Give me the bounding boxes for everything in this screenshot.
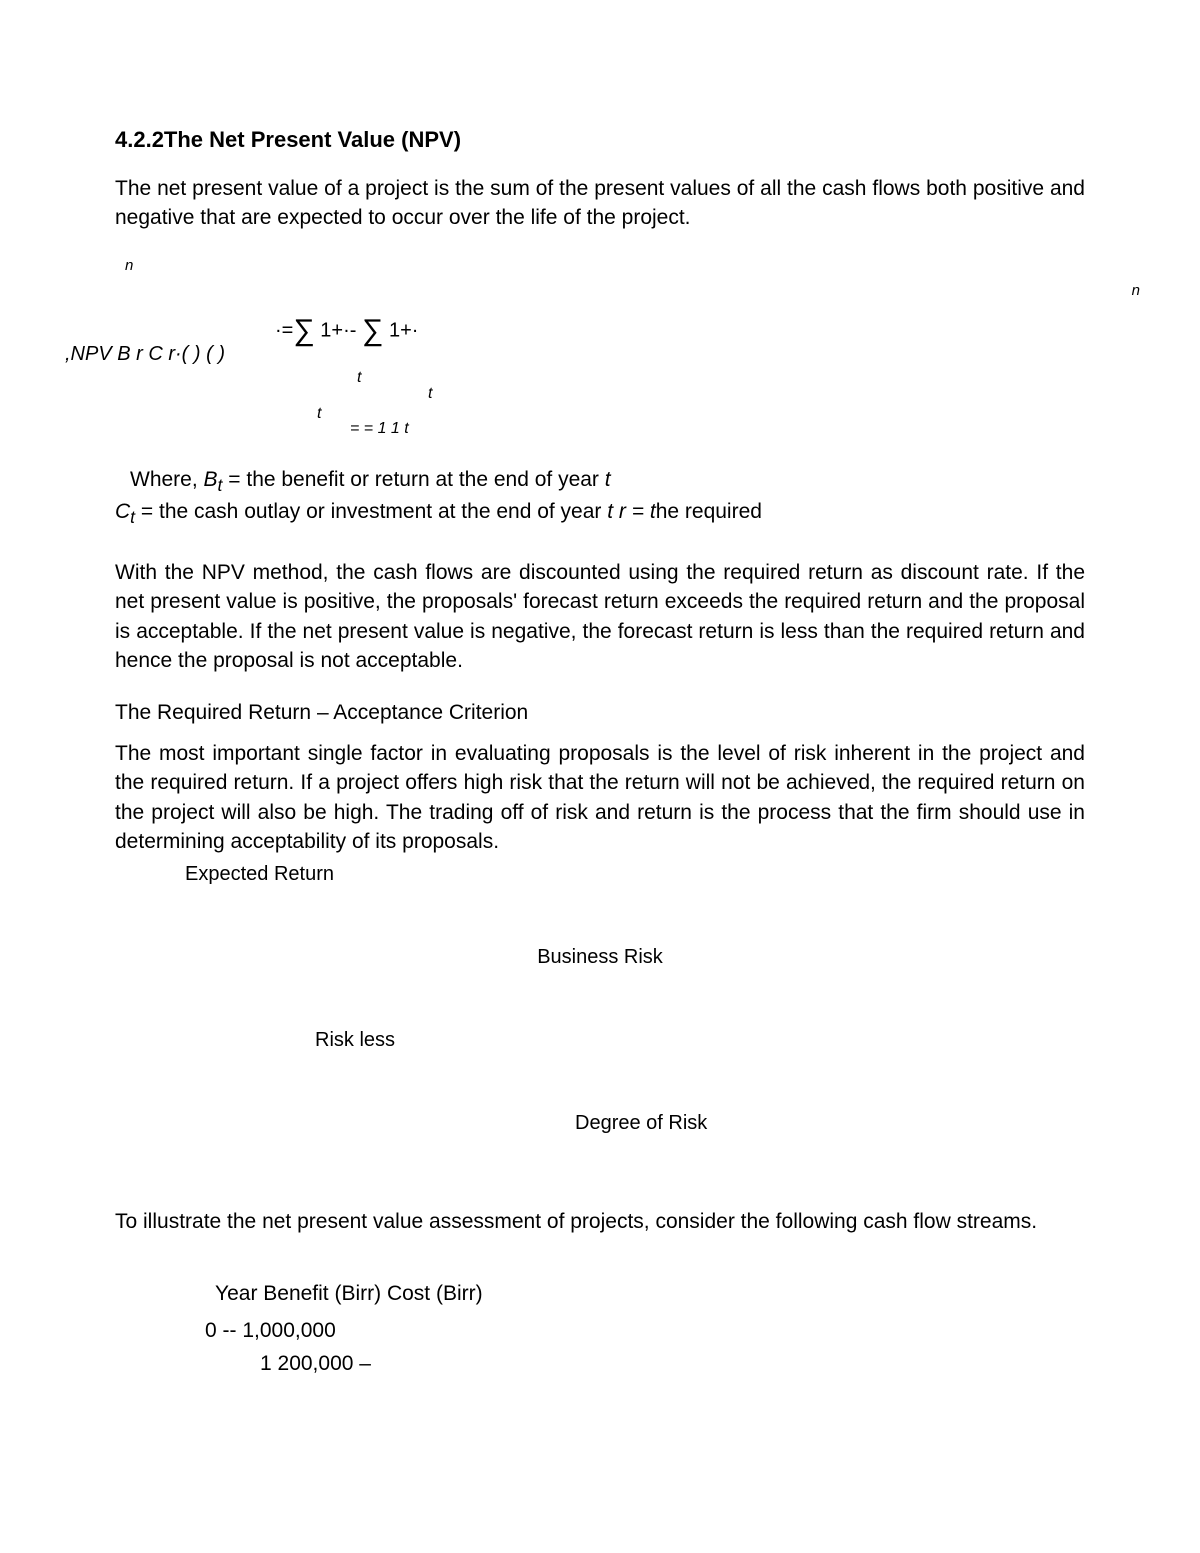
paragraph-intro: The net present value of a project is th…: [115, 174, 1085, 233]
where-mid-2: = the cash outlay or investment at the e…: [135, 500, 607, 523]
paragraph-illustrate: To illustrate the net present value asse…: [115, 1207, 1085, 1236]
where-r: r = t: [613, 500, 656, 523]
formula-sum: ·=∑ 1+·- ∑ 1+·: [275, 310, 418, 352]
where-ct: C: [115, 500, 130, 523]
formula-eq: = = 1 1 t: [350, 418, 409, 440]
formula-sum-prefix: ·=: [275, 319, 293, 341]
label-risk-less: Risk less: [315, 1026, 1085, 1054]
label-business-risk: Business Risk: [115, 943, 1085, 971]
where-block: Where, Bt = the benefit or return at the…: [115, 465, 1085, 530]
table-header: Year Benefit (Birr) Cost (Birr): [215, 1279, 1085, 1308]
sigma-icon-2: ∑: [362, 310, 383, 352]
where-line-1: Where, Bt = the benefit or return at the…: [130, 465, 1085, 498]
formula-n-left: n: [125, 255, 133, 276]
formula-one-plus-2: 1+·: [389, 319, 418, 341]
where-t-1: t: [605, 468, 611, 491]
where-end: he required: [656, 500, 762, 523]
formula-block: n n ,NPV B r C r·( ) ( ) ·=∑ 1+·- ∑ 1+· …: [65, 255, 1085, 455]
formula-main: ,NPV B r C r·( ) ( ): [65, 340, 225, 368]
where-prefix: Where,: [130, 468, 204, 491]
formula-t-3: t: [317, 403, 321, 425]
table-row-0: 0 -- 1,000,000: [205, 1316, 1085, 1345]
where-mid-1: = the benefit or return at the end of ye…: [222, 468, 604, 491]
formula-n-right: n: [1132, 280, 1140, 301]
paragraph-required-return: The most important single factor in eval…: [115, 739, 1085, 857]
formula-one-plus-1: 1+·: [320, 319, 349, 341]
label-expected-return: Expected Return: [185, 860, 1085, 888]
sigma-icon: ∑: [293, 310, 314, 352]
formula-t-1: t: [357, 367, 361, 389]
table-row-1: 1 200,000 –: [260, 1349, 1085, 1378]
paragraph-npv-method: With the NPV method, the cash flows are …: [115, 558, 1085, 676]
label-degree-risk: Degree of Risk: [575, 1109, 1085, 1137]
where-line-2: Ct = the cash outlay or investment at th…: [115, 497, 1085, 530]
subheading-required-return: The Required Return – Acceptance Criteri…: [115, 698, 1085, 727]
formula-t-2: t: [428, 383, 432, 405]
section-heading: 4.2.2The Net Present Value (NPV): [115, 125, 1085, 156]
where-bt: B: [204, 468, 218, 491]
formula-minus: -: [350, 319, 357, 341]
